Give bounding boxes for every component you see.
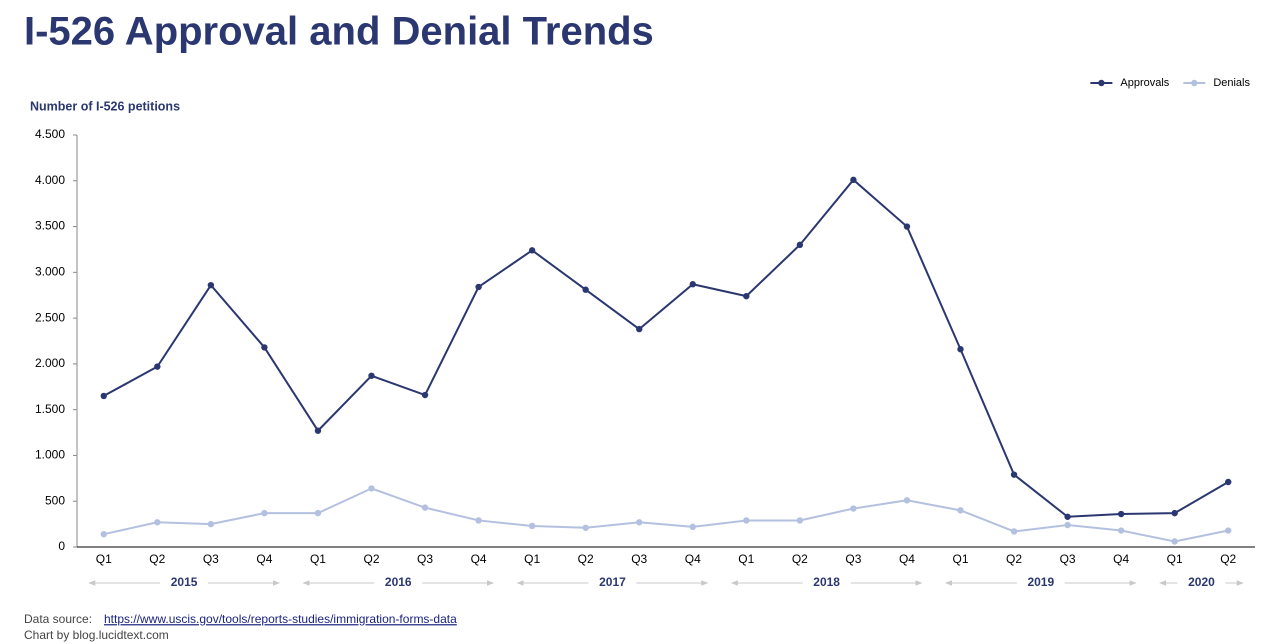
- point: [582, 286, 589, 293]
- y-tick-label: 4.500: [35, 127, 65, 141]
- point: [475, 283, 482, 291]
- year-label: 2018: [813, 575, 840, 589]
- point: [100, 392, 107, 400]
- point: [1064, 513, 1071, 520]
- point: [796, 517, 804, 524]
- y-tick-label: 0: [58, 539, 65, 553]
- source-label: Data source:: [24, 612, 92, 626]
- y-tick-label: 2.500: [35, 310, 65, 324]
- point: [1117, 527, 1125, 534]
- point: [154, 519, 161, 526]
- point: [1010, 528, 1018, 535]
- point: [100, 530, 107, 538]
- x-tick-label: Q4: [685, 552, 701, 566]
- line-series: [103, 487, 1229, 543]
- x-tick-label: Q1: [310, 552, 326, 566]
- y-tick-label: 1.500: [35, 402, 65, 416]
- point: [1010, 471, 1018, 478]
- x-tick-label: Q3: [1060, 552, 1076, 566]
- x-tick-label: Q2: [792, 552, 808, 566]
- point: [154, 363, 161, 370]
- point: [368, 372, 375, 379]
- x-tick-label: Q2: [578, 552, 594, 566]
- y-tick-label: 3.000: [35, 265, 65, 279]
- x-tick-label: Q1: [1167, 552, 1183, 566]
- y-tick-label: 500: [45, 493, 65, 507]
- x-tick-label: Q2: [1006, 552, 1022, 566]
- point: [421, 504, 429, 511]
- x-tick-label: Q2: [363, 552, 379, 566]
- x-tick-label: Q2: [1220, 552, 1236, 566]
- point: [636, 325, 643, 333]
- year-label: 2020: [1188, 575, 1215, 589]
- point: [743, 517, 750, 524]
- year-label: 2015: [171, 575, 198, 589]
- y-tick-label: 3.500: [35, 219, 65, 233]
- credit: Chart by blog.lucidtext.com: [24, 628, 169, 642]
- x-tick-label: Q1: [738, 552, 754, 566]
- y-tick-label: 2.000: [35, 356, 65, 370]
- year-label: 2017: [599, 575, 626, 589]
- point: [903, 223, 911, 230]
- legend-marker: [1098, 79, 1105, 87]
- y-axis-label: Number of I-526 petitions: [30, 99, 180, 113]
- x-tick-label: Q4: [256, 552, 272, 566]
- x-tick-label: Q4: [1113, 552, 1129, 566]
- point: [957, 346, 964, 353]
- point: [1225, 527, 1232, 534]
- year-label: 2016: [385, 575, 412, 589]
- point: [1117, 510, 1125, 518]
- point: [314, 427, 322, 434]
- x-tick-label: Q2: [149, 552, 165, 566]
- point: [261, 509, 268, 517]
- point: [689, 281, 696, 288]
- point: [421, 391, 429, 399]
- year-label: 2019: [1027, 575, 1054, 589]
- x-tick-label: Q3: [631, 552, 647, 566]
- point: [689, 523, 696, 531]
- x-tick-label: Q1: [96, 552, 112, 566]
- point: [1225, 478, 1232, 486]
- x-tick-label: Q1: [952, 552, 968, 566]
- y-tick-label: 1.000: [35, 448, 65, 462]
- y-tick-label: 4.000: [35, 173, 65, 187]
- legend-marker: [1191, 79, 1198, 87]
- source-link[interactable]: https://www.uscis.gov/tools/reports-stud…: [104, 612, 457, 626]
- point: [1171, 538, 1178, 545]
- line-series: [103, 178, 1229, 518]
- x-tick-label: Q4: [471, 552, 487, 566]
- point: [796, 241, 804, 249]
- point: [368, 485, 375, 492]
- point: [1064, 521, 1071, 529]
- point: [636, 519, 643, 526]
- point: [314, 509, 322, 517]
- point: [582, 524, 589, 531]
- point: [475, 517, 482, 524]
- legend-label: Denials: [1213, 77, 1250, 89]
- x-tick-label: Q4: [899, 552, 915, 566]
- point: [528, 522, 536, 530]
- point: [207, 520, 215, 528]
- legend-label: Approvals: [1120, 77, 1169, 89]
- x-tick-label: Q3: [845, 552, 861, 566]
- point: [1171, 509, 1178, 517]
- x-tick-label: Q3: [203, 552, 219, 566]
- point: [957, 507, 964, 514]
- point: [743, 292, 750, 300]
- point: [850, 176, 857, 184]
- x-tick-label: Q1: [524, 552, 540, 566]
- point: [903, 497, 911, 504]
- point: [528, 247, 536, 254]
- x-tick-label: Q3: [417, 552, 433, 566]
- chart-title: I-526 Approval and Denial Trends: [24, 10, 654, 54]
- point: [261, 344, 268, 351]
- point: [207, 281, 215, 289]
- point: [850, 505, 857, 512]
